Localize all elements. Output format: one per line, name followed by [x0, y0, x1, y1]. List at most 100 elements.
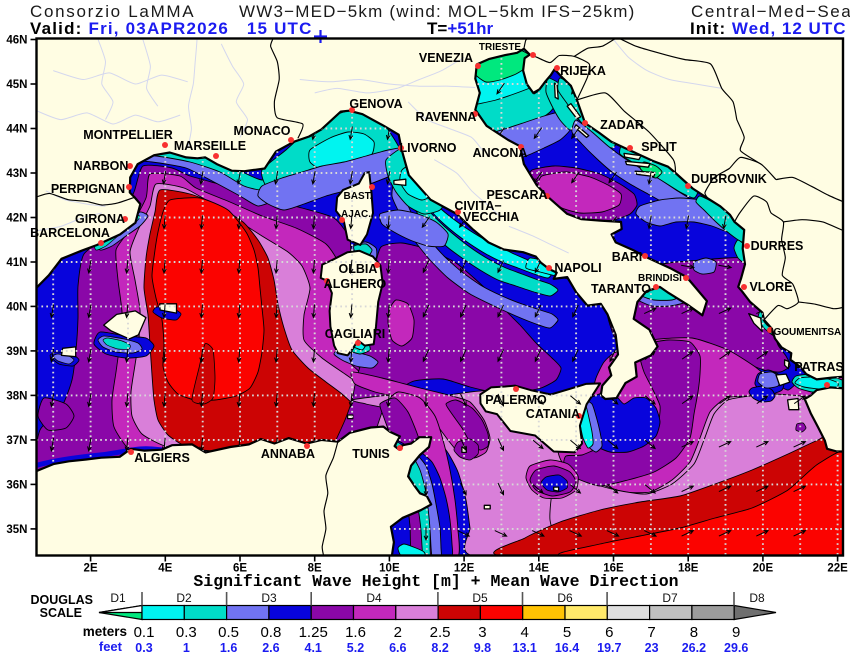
- svg-text:MONACO: MONACO: [234, 124, 291, 138]
- svg-text:40N: 40N: [6, 301, 27, 313]
- svg-text:Significant Wave Height [m] +: Significant Wave Height [m] + Mean Wave …: [193, 572, 678, 591]
- svg-text:feet: feet: [99, 639, 123, 654]
- svg-text:8: 8: [690, 624, 698, 641]
- svg-text:VENEZIA: VENEZIA: [419, 51, 473, 65]
- svg-text:OLBIA: OLBIA: [339, 262, 378, 276]
- svg-text:SPLIT: SPLIT: [641, 140, 677, 154]
- svg-text:10E: 10E: [379, 563, 400, 575]
- svg-text:2.6: 2.6: [262, 641, 279, 655]
- svg-text:2: 2: [394, 624, 402, 641]
- svg-text:ZADAR: ZADAR: [600, 118, 644, 132]
- svg-text:VLORE: VLORE: [749, 280, 792, 294]
- svg-text:ANCONA: ANCONA: [473, 146, 528, 160]
- svg-text:1.25: 1.25: [299, 624, 328, 641]
- svg-text:ALGHERO: ALGHERO: [324, 277, 387, 291]
- svg-text:7: 7: [647, 624, 655, 641]
- svg-text:2E: 2E: [84, 563, 98, 575]
- svg-text:MARSEILLE: MARSEILLE: [174, 139, 246, 153]
- svg-text:D1: D1: [110, 591, 126, 605]
- svg-text:23: 23: [645, 641, 659, 655]
- svg-text:5: 5: [563, 624, 571, 641]
- svg-text:D2: D2: [176, 591, 192, 605]
- svg-text:SCALE: SCALE: [40, 606, 82, 620]
- svg-text:39N: 39N: [6, 346, 27, 358]
- svg-text:1.6: 1.6: [220, 641, 237, 655]
- svg-text:19.7: 19.7: [597, 641, 621, 655]
- svg-text:LIVORNO: LIVORNO: [400, 141, 457, 155]
- svg-text:CATANIA: CATANIA: [526, 407, 580, 421]
- svg-text:ANNABA: ANNABA: [261, 447, 315, 461]
- svg-text:AJAC.: AJAC.: [341, 209, 371, 220]
- svg-text:NARBON: NARBON: [74, 159, 129, 173]
- svg-text:46N: 46N: [6, 35, 27, 47]
- svg-text:14E: 14E: [529, 563, 550, 575]
- svg-text:42N: 42N: [6, 213, 27, 225]
- svg-text:NAPOLI: NAPOLI: [554, 261, 601, 275]
- svg-text:41N: 41N: [6, 257, 27, 269]
- svg-text:BRINDISI: BRINDISI: [638, 273, 682, 284]
- svg-text:38N: 38N: [6, 390, 27, 402]
- svg-text:0.8: 0.8: [260, 624, 281, 641]
- svg-text:RAVENNA: RAVENNA: [416, 110, 477, 124]
- svg-text:8.2: 8.2: [431, 641, 448, 655]
- svg-text:3: 3: [478, 624, 486, 641]
- svg-text:1: 1: [183, 641, 190, 655]
- svg-text:1.6: 1.6: [345, 624, 366, 641]
- svg-text:0.3: 0.3: [176, 624, 197, 641]
- svg-text:0.1: 0.1: [134, 624, 155, 641]
- svg-text:6.6: 6.6: [389, 641, 406, 655]
- svg-text:MONTPELLIER: MONTPELLIER: [83, 128, 173, 142]
- svg-text:22E: 22E: [827, 563, 848, 575]
- svg-text:35N: 35N: [6, 524, 27, 536]
- svg-text:12E: 12E: [454, 563, 475, 575]
- svg-text:D8: D8: [749, 591, 765, 605]
- svg-text:6: 6: [605, 624, 613, 641]
- svg-text:29.6: 29.6: [724, 641, 748, 655]
- svg-text:IGOUMENITSA: IGOUMENITSA: [771, 327, 842, 338]
- svg-text:D6: D6: [557, 591, 573, 605]
- svg-text:16E: 16E: [603, 563, 624, 575]
- svg-text:PATRAS: PATRAS: [794, 360, 844, 374]
- svg-text:BARCELONA: BARCELONA: [30, 226, 110, 240]
- svg-text:4.1: 4.1: [305, 641, 322, 655]
- svg-text:0.3: 0.3: [135, 641, 152, 655]
- svg-text:0.5: 0.5: [218, 624, 239, 641]
- svg-text:D7: D7: [662, 591, 678, 605]
- svg-text:DURRES: DURRES: [751, 239, 804, 253]
- svg-text:D3: D3: [261, 591, 277, 605]
- svg-text:GIRONA: GIRONA: [75, 212, 125, 226]
- svg-text:44N: 44N: [6, 124, 27, 136]
- svg-text:9.8: 9.8: [474, 641, 491, 655]
- svg-text:VECCHIA: VECCHIA: [463, 210, 519, 224]
- svg-text:PESCARA: PESCARA: [486, 188, 547, 202]
- svg-text:CAGLIARI: CAGLIARI: [325, 327, 385, 341]
- svg-text:37N: 37N: [6, 435, 27, 447]
- svg-text:8E: 8E: [308, 563, 322, 575]
- svg-text:GENOVA: GENOVA: [349, 97, 402, 111]
- svg-text:45N: 45N: [6, 79, 27, 91]
- svg-text:RIJEKA: RIJEKA: [560, 64, 606, 78]
- svg-text:4E: 4E: [158, 563, 172, 575]
- svg-text:TARANTO: TARANTO: [591, 282, 651, 296]
- svg-text:TUNIS: TUNIS: [352, 447, 390, 461]
- svg-text:9: 9: [732, 624, 740, 641]
- svg-text:18E: 18E: [678, 563, 699, 575]
- svg-text:ALGIERS: ALGIERS: [134, 451, 190, 465]
- svg-text:13.1: 13.1: [513, 641, 537, 655]
- svg-text:4: 4: [521, 624, 529, 641]
- svg-text:DUBROVNIK: DUBROVNIK: [691, 172, 767, 186]
- svg-text:PALERMO: PALERMO: [485, 393, 547, 407]
- svg-text:CIVITA−: CIVITA−: [454, 199, 501, 213]
- svg-text:D4: D4: [366, 591, 382, 605]
- svg-text:DOUGLAS: DOUGLAS: [31, 593, 94, 607]
- svg-text:36N: 36N: [6, 479, 27, 491]
- svg-text:43N: 43N: [6, 168, 27, 180]
- svg-text:20E: 20E: [753, 563, 774, 575]
- svg-text:5.2: 5.2: [347, 641, 364, 655]
- svg-text:PERPIGNAN: PERPIGNAN: [51, 182, 125, 196]
- svg-text:BAST.: BAST.: [344, 191, 373, 202]
- svg-text:D5: D5: [472, 591, 488, 605]
- svg-text:26.2: 26.2: [682, 641, 706, 655]
- svg-text:BARI: BARI: [612, 250, 643, 264]
- svg-text:meters: meters: [83, 624, 127, 639]
